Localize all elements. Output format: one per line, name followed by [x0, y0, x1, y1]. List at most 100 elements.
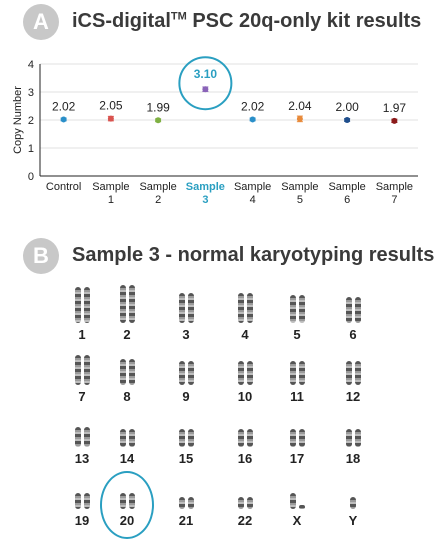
chromosome-label: 22 [237, 513, 253, 528]
chromosome-label: 12 [345, 389, 361, 404]
x-tick-label: Sample [139, 181, 176, 193]
chromosome-pair-image [178, 345, 194, 385]
y-tick-label: 0 [28, 171, 34, 183]
data-point [344, 117, 351, 123]
data-label: 1.99 [146, 100, 170, 114]
chromosome-shape [128, 429, 135, 447]
chromosome-9: 9 [166, 345, 206, 404]
x-tick-label-line2: 4 [250, 194, 256, 206]
chromosome-shape [83, 287, 90, 323]
chromosome-6: 6 [333, 283, 373, 342]
chromosome-shape [298, 361, 305, 385]
chromosome-shape [83, 493, 90, 509]
chromosome-20-highlight-circle [100, 471, 154, 539]
data-point [391, 117, 398, 124]
chromosome-label: 18 [345, 451, 361, 466]
chromosome-pair-image [74, 283, 90, 323]
y-tick-label: 1 [28, 143, 34, 155]
chromosome-7: 7 [62, 345, 102, 404]
chromosome-shape [74, 493, 81, 509]
chromosome-label: 14 [119, 451, 135, 466]
chromosome-shape [237, 497, 244, 509]
chromosome-shape [178, 429, 185, 447]
chromosome-1: 1 [62, 283, 102, 342]
chromosome-shape [74, 355, 81, 385]
chromosome-label: 4 [241, 327, 249, 342]
chromosome-label: 19 [74, 513, 90, 528]
chromosome-shape [289, 295, 296, 323]
chromosome-shape [350, 497, 356, 509]
data-label: 3.10 [194, 67, 218, 81]
chromosome-15: 15 [166, 407, 206, 466]
chromosome-label: 21 [178, 513, 194, 528]
chromosome-shape [354, 361, 361, 385]
x-tick-label-line2: 1 [108, 194, 114, 206]
chromosome-label: 11 [290, 389, 304, 404]
chromosome-shape [289, 429, 296, 447]
x-tick-label-line2: 3 [202, 194, 208, 206]
chromosome-pair-image [237, 469, 253, 509]
chromosome-shape [128, 285, 135, 323]
chromosome-shape [345, 429, 352, 447]
chromosome-shape [74, 287, 81, 323]
panel-b-badge: B [23, 238, 59, 274]
y-tick-label: 2 [28, 115, 34, 127]
chromosome-shape [237, 293, 244, 323]
chromosome-label: 1 [78, 327, 86, 342]
data-label: 2.00 [335, 100, 359, 114]
chromosome-label: 5 [293, 327, 301, 342]
x-tick-label: Sample [234, 181, 271, 193]
chromosome-pair-image [178, 469, 194, 509]
chromosome-10: 10 [225, 345, 265, 404]
panel-a-title-sup: TM [170, 10, 187, 23]
chromosome-12: 12 [333, 345, 373, 404]
chromosome-16: 16 [225, 407, 265, 466]
x-tick-label: Sample [281, 181, 318, 193]
chromosome-shape [119, 359, 126, 385]
chromosome-pair-image [178, 283, 194, 323]
data-label: 2.05 [99, 99, 123, 113]
chromosome-pair-image [119, 345, 135, 385]
chromosome-shape [119, 429, 126, 447]
chromosome-shape [83, 355, 90, 385]
chromosome-pair-image [345, 283, 361, 323]
panel-b-title: Sample 3 - normal karyotyping results [72, 244, 435, 266]
chromosome-8: 8 [107, 345, 147, 404]
data-label: 2.02 [241, 99, 265, 113]
chromosome-shape [354, 297, 361, 323]
chromosome-label: 13 [74, 451, 90, 466]
chromosome-shape [345, 297, 352, 323]
chromosome-label: 10 [237, 389, 253, 404]
chromosome-label: 7 [78, 389, 86, 404]
chromosome-shape [298, 505, 305, 509]
chromosome-shape [246, 497, 253, 509]
chromosome-pair-image [345, 345, 361, 385]
chromosome-shape [178, 361, 185, 385]
chromosome-shape [289, 493, 296, 509]
chromosome-shape [187, 293, 194, 323]
chromosome-shape [246, 361, 253, 385]
chromosome-label: Y [348, 513, 358, 528]
chromosome-11: 11 [277, 345, 317, 404]
y-tick-label: 4 [28, 59, 34, 71]
chromosome-shape [178, 497, 185, 509]
x-tick-label-line2: 2 [155, 194, 161, 206]
chromosome-label: 6 [349, 327, 357, 342]
data-point [60, 116, 67, 123]
chromosome-shape [187, 361, 194, 385]
chromosome-shape [128, 359, 135, 385]
chromosome-pair-image [119, 283, 135, 323]
x-tick-label-line2: 6 [344, 194, 350, 206]
chromosome-label: 9 [182, 389, 190, 404]
x-tick-label: Sample [328, 181, 365, 193]
data-label: 2.04 [288, 99, 312, 113]
chromosome-pair-image [74, 407, 90, 447]
chromosome-2: 2 [107, 283, 147, 342]
chromosome-shape [187, 429, 194, 447]
chromosome-17: 17 [277, 407, 317, 466]
chromosome-label: 17 [289, 451, 305, 466]
highlight-circle [178, 56, 233, 111]
data-point [296, 115, 303, 122]
chromosome-shape [119, 285, 126, 323]
data-label: 1.97 [383, 101, 407, 115]
